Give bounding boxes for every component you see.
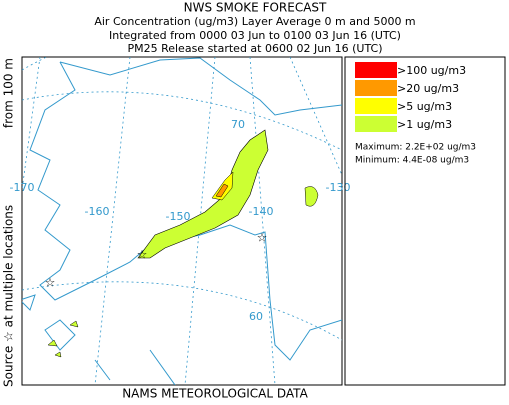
map-frame [21, 56, 343, 386]
lon-label: -130 [326, 181, 351, 194]
legend-label: >1 ug/m3 [397, 118, 452, 131]
subtitle: PM25 Release started at 0600 02 Jun 16 (… [127, 42, 382, 55]
subtitle: Air Concentration (ug/m3) Layer Average … [94, 15, 415, 28]
source-label: Source ☆ at multiple locations [2, 205, 16, 387]
legend-label: >20 ug/m3 [397, 82, 459, 95]
legend-swatch [355, 98, 397, 114]
plume [137, 129, 269, 259]
height-label: from 100 m [2, 58, 16, 128]
plume [304, 186, 319, 207]
graticule [22, 57, 41, 191]
coastline [22, 294, 176, 385]
minimum: Minimum: 4.4E-08 ug/m3 [355, 156, 469, 166]
footer: NAMS METEOROLOGICAL DATA [122, 387, 308, 401]
legend-swatch [355, 80, 397, 96]
lon-label: -150 [166, 210, 191, 223]
lat-label: 60 [249, 310, 263, 323]
lon-label: -140 [249, 205, 274, 218]
title: NWS SMOKE FORECAST [184, 1, 327, 15]
source-star: ☆ [257, 231, 268, 245]
coastline [29, 61, 342, 361]
lon-label: -160 [85, 205, 110, 218]
legend-swatch [355, 62, 397, 78]
legend-frame [344, 56, 506, 386]
plume-peak [215, 183, 229, 198]
lon-label: -170 [10, 181, 35, 194]
graticule [289, 57, 342, 176]
legend-label: >5 ug/m3 [397, 100, 452, 113]
coastline [59, 57, 342, 116]
legend-swatch [355, 116, 397, 132]
legend: >100 ug/m3 >20 ug/m3 >5 ug/m3 >1 ug/m3 [355, 62, 466, 132]
subtitle: Integrated from 0000 03 Jun to 0100 03 J… [109, 29, 401, 42]
graticule [94, 57, 131, 385]
map: ☆ ☆ ☆ 70 -170 -160 -150 -140 -130 60 [10, 56, 351, 386]
lat-label: 70 [231, 118, 245, 131]
graticule [22, 91, 342, 151]
legend-label: >100 ug/m3 [397, 64, 466, 77]
graticule [22, 281, 342, 341]
source-star: ☆ [137, 248, 148, 262]
source-star: ☆ [45, 276, 56, 290]
maximum: Maximum: 2.2E+02 ug/m3 [355, 143, 476, 153]
plume [47, 320, 79, 358]
graticule [249, 57, 276, 385]
